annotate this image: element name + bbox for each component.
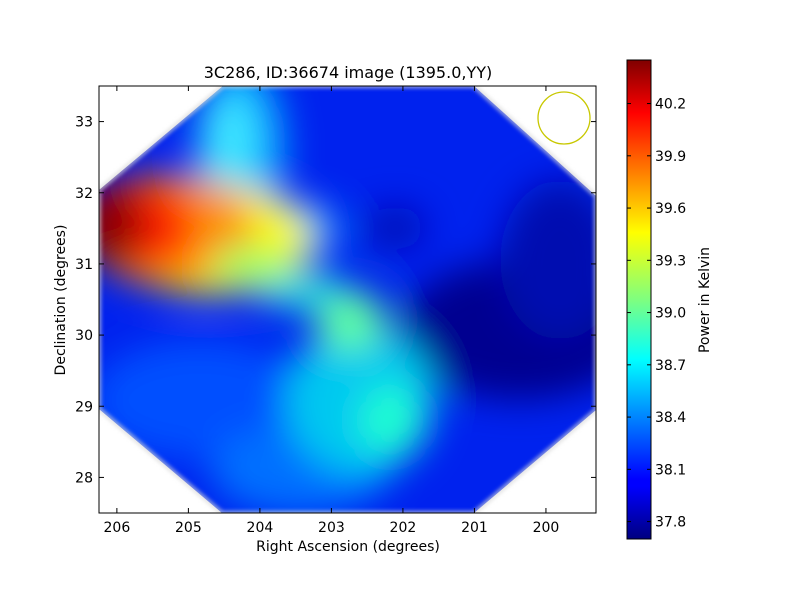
x-tick-label: 200 (533, 520, 560, 536)
y-tick-label: 30 (75, 328, 93, 344)
colorbar-tick-label: 38.7 (655, 358, 686, 374)
colorbar-tick-label: 39.0 (655, 306, 686, 322)
y-axis-label: Declination (degrees) (53, 225, 69, 376)
plot-frame (98, 85, 597, 514)
beam-marker (537, 91, 591, 145)
x-axis-label: Right Ascension (degrees) (256, 539, 440, 555)
x-tick-label: 206 (104, 520, 131, 536)
x-tick-label: 201 (461, 520, 488, 536)
x-tick-label: 205 (175, 520, 202, 536)
colorbar-tick-label: 39.6 (655, 201, 686, 217)
y-tick-label: 33 (75, 115, 93, 131)
colorbar-tick-label: 37.8 (655, 515, 686, 531)
y-tick-label: 32 (75, 186, 93, 202)
colorbar-tick-label: 38.1 (655, 462, 686, 478)
colorbar-tick-label: 40.2 (655, 97, 686, 113)
colorbar-tick-label: 39.3 (655, 253, 686, 269)
y-axis-ticks: 28 29 30 31 32 33 (75, 115, 596, 486)
chart-title: 3C286, ID:36674 image (1395.0,YY) (204, 63, 493, 82)
x-tick-label: 203 (318, 520, 345, 536)
colorbar-tick-label: 38.4 (655, 410, 686, 426)
colorbar (626, 59, 652, 540)
y-tick-label: 28 (75, 470, 93, 486)
y-tick-label: 31 (75, 257, 93, 273)
x-tick-label: 202 (390, 520, 417, 536)
x-tick-label: 204 (247, 520, 274, 536)
colorbar-ticks: 37.8 38.1 38.4 38.7 39.0 39.3 39.6 39.9 40.2 (627, 97, 686, 531)
colorbar-label: Power in Kelvin (697, 247, 713, 353)
heatmap-image (99, 86, 596, 513)
colorbar-tick-label: 39.9 (655, 149, 686, 165)
x-axis-ticks: 206 205 204 203 202 201 200 (104, 86, 560, 536)
y-tick-label: 29 (75, 399, 93, 415)
